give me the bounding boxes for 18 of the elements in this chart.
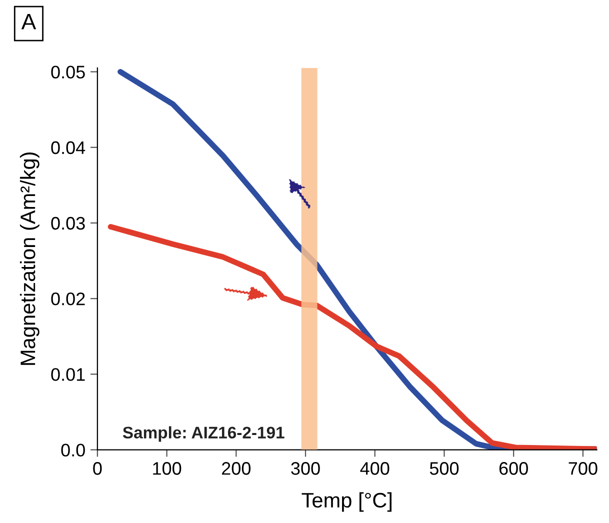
y-axis-title: Magnetization (Am²/kg) bbox=[20, 152, 40, 365]
y-tick-label: 0.01 bbox=[51, 368, 85, 381]
y-tick-label: 0.02 bbox=[51, 292, 85, 306]
x-axis-title: Temp [°C] bbox=[302, 492, 392, 512]
x-tick-label: 400 bbox=[360, 462, 390, 475]
x-tick-label: 0 bbox=[93, 462, 102, 475]
y-tick-label: 0.03 bbox=[51, 216, 85, 230]
y-tick-label: 0.0 bbox=[61, 444, 85, 456]
y-tick-label: 0.04 bbox=[51, 141, 86, 154]
x-tick-label: 700 bbox=[568, 462, 598, 475]
x-tick-label: 500 bbox=[430, 462, 459, 475]
annotation: Sample: AIZ16-2-191 bbox=[122, 426, 284, 442]
y-tick-label: 0.05 bbox=[51, 66, 85, 78]
x-tick-label: 100 bbox=[153, 462, 182, 475]
x-tick-label: 200 bbox=[222, 462, 251, 475]
x-tick-label: 300 bbox=[291, 462, 320, 475]
x-tick-label: 600 bbox=[499, 462, 528, 475]
chart-title: A bbox=[21, 14, 36, 30]
